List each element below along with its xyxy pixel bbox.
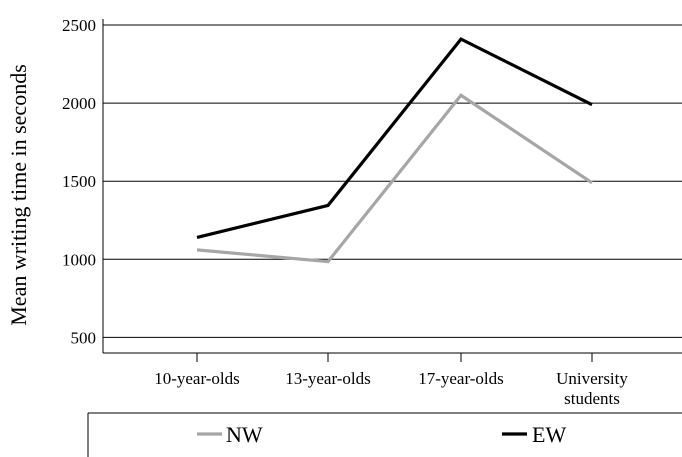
y-tick-label: 2500 (62, 16, 96, 35)
y-tick-label: 1000 (62, 250, 96, 269)
x-tick-label: 10-year-olds (154, 369, 240, 388)
y-tick-label: 1500 (62, 172, 96, 191)
series-line-nw (196, 93, 593, 264)
y-axis-label: Mean writing time in seconds (6, 64, 31, 326)
legend-label-ew: EW (532, 422, 566, 447)
legend-label-nw: NW (226, 422, 263, 447)
x-tick-labels: 10-year-olds 13-year-olds 17-year-olds Univ… (154, 369, 628, 408)
x-tick-label: University (556, 369, 628, 388)
x-tick-label: 17-year-olds (418, 369, 504, 388)
y-tick-labels: 500 1000 1500 2000 2500 (62, 16, 96, 347)
series-line-ew (196, 37, 593, 239)
axes (102, 19, 682, 362)
y-tick-label: 500 (71, 328, 97, 347)
x-tick-label: students (564, 389, 620, 408)
y-tick-label: 2000 (62, 94, 96, 113)
series-lines (196, 37, 593, 264)
x-tick-label: 13-year-olds (285, 369, 371, 388)
legend: NW EW (87, 412, 682, 457)
